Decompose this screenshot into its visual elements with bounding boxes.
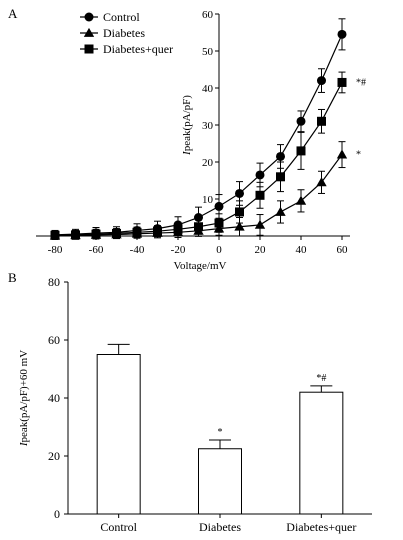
- x-tick-label: 40: [296, 244, 308, 256]
- data-point-circle: [337, 29, 347, 39]
- data-point-square: [71, 230, 80, 240]
- data-point-triangle: [295, 195, 307, 205]
- data-point-circle: [235, 188, 244, 198]
- data-point-triangle: [234, 221, 245, 231]
- x-tick-label: 60: [337, 244, 349, 256]
- data-point-square: [337, 77, 347, 87]
- data-point-triangle: [254, 219, 266, 229]
- y-tick-label: 80: [48, 275, 60, 289]
- y-axis-title-rest: peak(pA/pF): [181, 95, 193, 152]
- data-point-triangle: [83, 27, 95, 37]
- data-point-square: [153, 226, 162, 236]
- data-point-square: [173, 224, 183, 234]
- significance-mark: *#: [316, 373, 326, 384]
- data-point-circle: [317, 76, 326, 86]
- y-axis-title-rest: peak(pA/pF)+60 mV: [18, 350, 30, 443]
- x-tick-label: -60: [89, 244, 104, 256]
- x-tick-label: -20: [171, 244, 186, 256]
- data-point-triangle: [316, 177, 327, 187]
- data-point-square: [317, 116, 326, 126]
- y-axis-title-italic: I: [181, 150, 193, 156]
- legend-label: Diabetes+quer: [103, 42, 173, 56]
- chart-panel-a: -80 -60 -40 -20 0 20 40 60 Voltage/mV 10 20 30 40 50 6…: [36, 9, 366, 272]
- data-point-square: [194, 222, 203, 232]
- bar: [96, 354, 141, 515]
- data-point-triangle: [275, 206, 286, 216]
- legend-label: Control: [103, 10, 140, 24]
- series-control: [50, 18, 347, 240]
- y-tick-label: 20: [48, 449, 60, 463]
- y-tick-label: 60: [48, 333, 60, 347]
- data-point-square: [91, 229, 101, 239]
- y-axis-title: Ipeak(pA/pF)+60 mV: [18, 350, 30, 447]
- panel-a-label: A: [8, 6, 18, 21]
- x-tick-label: -80: [48, 244, 63, 256]
- y-axis-title-italic: I: [18, 441, 30, 447]
- y-tick-label: 10: [202, 194, 214, 206]
- x-tick-label: 20: [255, 244, 267, 256]
- y-tick-label: 20: [202, 157, 214, 169]
- chart-panel-b: 0 20 40 60 80 Ipeak(pA/pF)+60 mV Control Diabet…: [18, 275, 372, 534]
- legend: Control Diabetes Diabetes+quer: [80, 10, 173, 56]
- y-tick-label: 30: [202, 120, 214, 132]
- data-point-circle: [296, 116, 306, 126]
- data-point-square: [132, 227, 142, 237]
- data-point-square: [296, 146, 306, 156]
- bar: [198, 448, 242, 515]
- x-tick-label: -40: [130, 244, 145, 256]
- y-axis-title: Ipeak(pA/pF): [181, 95, 193, 156]
- data-point-circle: [255, 170, 265, 180]
- significance-mark: *#: [356, 77, 366, 88]
- significance-mark: *: [218, 427, 223, 438]
- y-tick-label: 0: [54, 507, 60, 521]
- data-point-circle: [214, 201, 224, 211]
- data-point-triangle: [336, 149, 348, 159]
- data-point-circle: [276, 151, 285, 161]
- data-point-square: [112, 228, 121, 238]
- x-tick-label: 0: [216, 244, 222, 256]
- data-point-square: [255, 190, 265, 200]
- x-tick-label: Diabetes+quer: [286, 520, 356, 534]
- y-tick-label: 40: [48, 391, 60, 405]
- y-tick-label: 50: [202, 46, 214, 58]
- data-point-square: [84, 44, 94, 54]
- legend-label: Diabetes: [103, 26, 145, 40]
- data-point-circle: [84, 12, 94, 22]
- data-point-square: [276, 172, 285, 182]
- data-point-square: [214, 218, 224, 228]
- data-point-square: [235, 207, 244, 217]
- x-tick-label: Diabetes: [199, 520, 241, 534]
- x-tick-label: Control: [100, 520, 137, 534]
- significance-mark: *: [356, 150, 361, 161]
- bar: [299, 391, 344, 515]
- y-tick-label: 40: [202, 83, 214, 95]
- x-axis-title: Voltage/mV: [174, 260, 227, 272]
- series-diabetes-quer: [50, 71, 347, 240]
- series-line: [54, 34, 343, 236]
- data-point-square: [50, 230, 60, 240]
- panel-b-label: B: [8, 270, 17, 285]
- y-tick-label: 60: [202, 9, 214, 21]
